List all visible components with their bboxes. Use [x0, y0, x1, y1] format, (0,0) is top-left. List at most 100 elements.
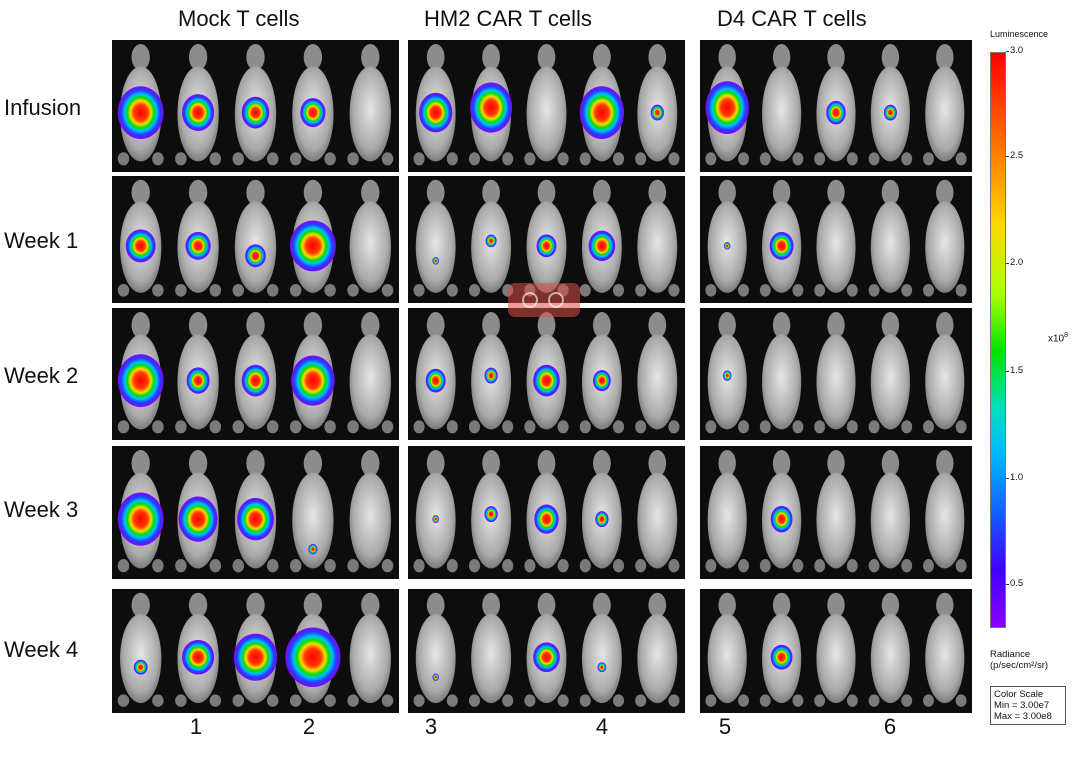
mouse: [923, 311, 967, 434]
mouse: [923, 43, 967, 166]
mouse-group-number-3: 3: [424, 714, 438, 739]
luminescence-signal: [285, 627, 341, 687]
luminescence-signal: [432, 257, 440, 265]
imaging-panel: [112, 446, 399, 579]
imaging-panel: [408, 446, 685, 579]
color-scale-box: Color Scale Min = 3.00e7 Max = 3.00e8: [990, 686, 1066, 725]
colorbar-tick: 1.5: [1010, 365, 1024, 376]
luminescence-signal: [597, 662, 607, 673]
mouse: [923, 592, 967, 707]
luminescence-signal: [182, 639, 215, 675]
luminescence-signal: [536, 234, 557, 258]
mouse-group-number-5: 5: [718, 714, 732, 739]
colorbar-tick: 0.5: [1010, 578, 1024, 589]
luminescence-signal: [588, 230, 616, 262]
luminescence-signal: [432, 673, 440, 681]
luminescence-signal: [289, 220, 336, 272]
imaging-panel: [700, 446, 972, 579]
mouse: [759, 43, 804, 166]
luminescence-signal: [117, 354, 164, 407]
luminescence-signal: [308, 543, 318, 555]
colorbar-exponent: x108: [1048, 332, 1069, 345]
luminescence-signal: [432, 515, 440, 524]
row-label-week-2: Week 2: [4, 363, 79, 388]
luminescence-signal: [185, 231, 211, 260]
mouse: [347, 592, 394, 707]
luminescence-signal: [300, 98, 326, 128]
luminescence-signal: [241, 96, 270, 129]
mouse: [347, 43, 394, 166]
mouse: [705, 449, 749, 573]
imaging-panel: [408, 589, 685, 713]
luminescence-signal: [425, 368, 446, 393]
mouse: [814, 179, 858, 297]
mouse-group-number-1: 1: [189, 714, 203, 739]
mouse: [705, 311, 749, 434]
watermark-logo: [508, 283, 580, 317]
luminescence-signal: [241, 364, 270, 397]
luminescence-signal: [534, 504, 559, 534]
luminescence-signal: [883, 104, 897, 121]
mouse: [814, 449, 858, 573]
luminescence-signal: [485, 234, 497, 248]
luminescence-signal: [178, 496, 218, 542]
row-label-week-3: Week 3: [4, 497, 79, 522]
mouse: [923, 179, 967, 297]
luminescence-signal: [533, 642, 560, 673]
mouse: [289, 449, 336, 573]
imaging-panel: [700, 40, 972, 172]
luminescence-signal: [125, 229, 156, 263]
imaging-panel: [408, 308, 685, 440]
mouse: [868, 179, 913, 297]
imaging-panel: [408, 40, 685, 172]
mouse: [347, 311, 394, 434]
mouse: [814, 311, 858, 434]
luminescence-signal: [770, 644, 793, 670]
luminescence-signal: [770, 505, 793, 533]
mouse: [635, 449, 680, 573]
mouse: [413, 449, 458, 573]
row-label-week-1: Week 1: [4, 228, 79, 253]
mouse: [814, 592, 858, 707]
mouse: [413, 592, 458, 707]
mouse: [524, 43, 569, 166]
luminescence-signal: [723, 242, 731, 250]
luminescence-signal: [650, 104, 664, 121]
luminescence-signal: [419, 92, 453, 133]
luminescence-signal: [233, 633, 278, 681]
luminescence-signal: [484, 506, 498, 523]
luminescence-signal: [593, 370, 611, 392]
mouse-group-number-4: 4: [595, 714, 609, 739]
mouse: [868, 43, 913, 166]
mouse: [635, 43, 680, 166]
imaging-panel: [700, 176, 972, 303]
group-title-d4: D4 CAR T cells: [717, 6, 867, 31]
mouse: [635, 592, 680, 707]
luminescence-signal: [245, 244, 266, 268]
colorbar-tick: 1.0: [1010, 472, 1024, 483]
mouse: [347, 449, 394, 573]
imaging-panel: [112, 308, 399, 440]
mouse: [579, 592, 625, 707]
luminescence-signal: [705, 81, 749, 134]
luminescence-signal: [595, 511, 609, 528]
luminescence-colorbar: [990, 52, 1006, 628]
mouse: [923, 449, 967, 573]
mouse: [468, 592, 514, 707]
luminescence-signal: [182, 94, 215, 132]
mouse: [868, 449, 913, 573]
mouse: [868, 311, 913, 434]
mouse: [635, 179, 680, 297]
mouse: [705, 179, 749, 297]
luminescence-signal: [722, 370, 732, 381]
imaging-panel: [700, 308, 972, 440]
imaging-panel: [700, 589, 972, 713]
luminescence-signal: [826, 100, 846, 125]
mouse: [868, 592, 913, 707]
row-label-week-4: Week 4: [4, 637, 79, 662]
mouse: [413, 179, 458, 297]
mouse: [635, 311, 680, 434]
colorbar-tick: 2.0: [1010, 257, 1024, 268]
mouse: [117, 592, 164, 707]
luminescence-signal: [769, 231, 794, 260]
